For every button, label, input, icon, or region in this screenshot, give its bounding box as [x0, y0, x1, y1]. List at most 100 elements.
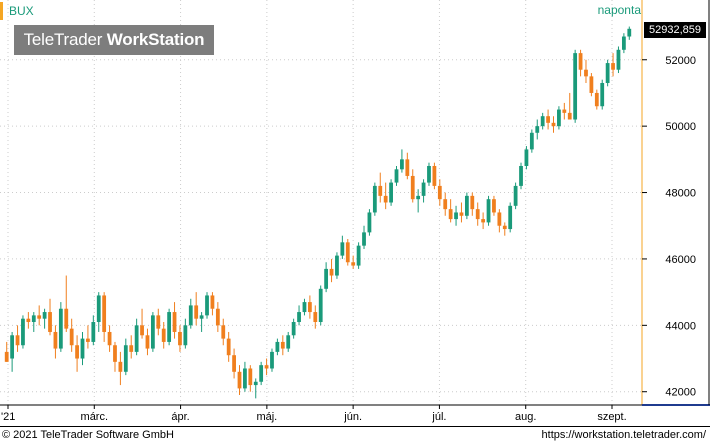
x-axis-ticks: '21 márc. ápr. máj. jún. júl. aug. szept. — [1, 405, 627, 423]
y-tick-label: 46000 — [665, 254, 696, 266]
x-tick-label: ápr. — [171, 411, 189, 423]
candle-body — [529, 132, 534, 150]
candle-body — [513, 185, 518, 206]
candle-body — [188, 305, 193, 326]
candle-body — [475, 209, 480, 220]
candle-body — [616, 49, 621, 70]
candle-body — [199, 315, 204, 319]
candle-body — [248, 368, 253, 386]
last-price-badge: 52932,859 — [644, 22, 706, 38]
candle-body — [26, 318, 31, 323]
candle-body — [48, 312, 52, 332]
candle-body — [253, 381, 258, 386]
x-tick-label: jún. — [343, 411, 362, 423]
candle-body — [540, 116, 545, 127]
candle-body — [286, 335, 291, 349]
y-tick-label: 50000 — [665, 121, 696, 133]
candle-body — [335, 255, 339, 276]
x-tick-label: '21 — [1, 411, 15, 423]
candle-body — [31, 315, 36, 323]
candle-body — [4, 351, 9, 362]
candle-body — [113, 345, 117, 362]
candle-body — [546, 116, 550, 123]
candle-body — [156, 315, 161, 329]
candle-body — [567, 112, 572, 120]
candle-body — [329, 268, 334, 276]
candle-body — [172, 312, 177, 332]
watermark-part1: TeleTrader — [23, 30, 107, 49]
y-axis-ticks: 42000 44000 46000 48000 50000 52000 — [642, 55, 696, 399]
candle-body — [627, 28, 632, 37]
x-tick-label: aug. — [515, 411, 536, 423]
candle-body — [167, 312, 172, 342]
candle-body — [21, 318, 25, 346]
candle-body — [573, 53, 578, 120]
x-tick-label: máj. — [256, 411, 277, 423]
candle-body — [270, 351, 274, 369]
candle-body — [589, 76, 594, 93]
candle-body — [291, 322, 296, 336]
candle-body — [356, 245, 361, 266]
candle-body — [64, 308, 69, 329]
candle-body — [10, 335, 15, 359]
candle-body — [481, 219, 486, 223]
candle-body — [459, 212, 464, 216]
candle-body — [432, 165, 437, 186]
candle-body — [205, 295, 209, 316]
candle-body — [400, 159, 404, 170]
candle-body — [497, 212, 502, 226]
candle-body — [161, 328, 166, 342]
candle-body — [275, 341, 280, 352]
candle-body — [75, 345, 79, 359]
candle-body — [383, 195, 388, 203]
candle-body — [351, 262, 356, 266]
candle-body — [259, 365, 264, 382]
candle-body — [378, 185, 383, 196]
candle-body — [210, 295, 215, 309]
candle-body — [237, 371, 242, 389]
candle-body — [621, 36, 626, 50]
candle-body — [454, 212, 458, 220]
y-tick-label: 42000 — [665, 387, 696, 399]
candle-body — [464, 195, 469, 216]
candle-body — [394, 169, 399, 183]
candle-body — [107, 331, 112, 346]
candle-body — [15, 335, 20, 346]
candlestick-series — [4, 26, 632, 399]
candle-body — [605, 63, 610, 83]
candle-body — [584, 69, 588, 77]
y-tick-label: 48000 — [665, 188, 696, 200]
candle-body — [37, 315, 42, 319]
candle-body — [134, 325, 139, 352]
candle-body — [492, 199, 496, 213]
candle-body — [594, 92, 599, 107]
x-tick-label: júl. — [431, 411, 446, 423]
candle-body — [140, 325, 144, 336]
candle-body — [508, 205, 513, 230]
candle-body — [410, 175, 415, 200]
footer-bar: © 2021 TeleTrader Software GmbH https://… — [0, 426, 710, 443]
interval-label[interactable]: naponta — [597, 3, 641, 17]
candle-body — [307, 302, 312, 313]
candle-body — [535, 126, 540, 133]
source-url[interactable]: https://workstation.teletrader.com/ — [541, 429, 706, 441]
candle-body — [183, 325, 188, 346]
candle-body — [302, 302, 307, 313]
candle-body — [416, 195, 421, 200]
candle-body — [318, 288, 323, 323]
candle-body — [53, 331, 58, 349]
candle-body — [470, 195, 475, 210]
copyright-text: © 2021 TeleTrader Software GmbH — [2, 429, 174, 441]
candle-body — [448, 209, 453, 220]
candle-body — [232, 355, 236, 372]
candle-body — [486, 199, 491, 223]
candle-body — [421, 182, 426, 196]
candle-body — [150, 315, 155, 349]
candle-body — [551, 122, 556, 127]
candle-body — [58, 308, 63, 349]
candle-body — [96, 295, 101, 323]
candle-body — [215, 308, 220, 326]
candle-body — [600, 82, 605, 107]
candle-body — [324, 268, 329, 289]
